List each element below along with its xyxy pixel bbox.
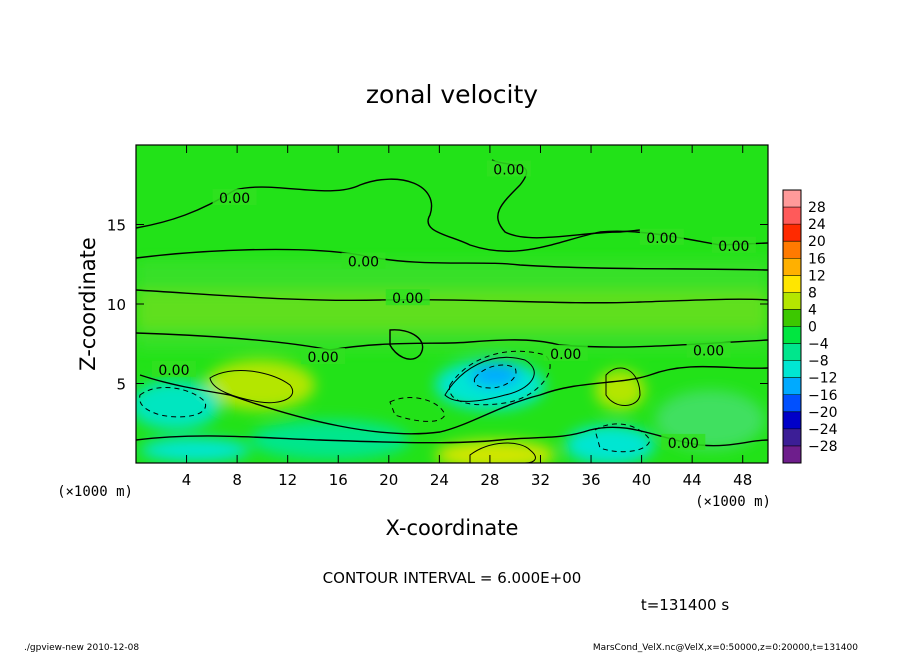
x-unit-right: (×1000 m) [695, 494, 771, 510]
contour-label: 0.00 [493, 162, 524, 178]
contour-line [136, 248, 768, 271]
contour-label: 0.00 [646, 231, 677, 247]
contour-label: 0.00 [392, 291, 423, 307]
x-unit-left: (×1000 m) [57, 484, 133, 500]
colorbar-label: 4 [808, 302, 817, 318]
contour-dashed [139, 350, 651, 453]
contour-interval: CONTOUR INTERVAL = 6.000E+00 [323, 569, 582, 587]
colorbar-label: −28 [808, 439, 838, 455]
contour-label: 0.00 [718, 239, 749, 255]
chart-title: zonal velocity [366, 80, 538, 109]
x-tick-label: 16 [329, 471, 348, 489]
x-tick-label: 24 [430, 471, 449, 489]
colorbar-label: 24 [808, 217, 826, 233]
contour-label-bg [639, 228, 684, 245]
y-axis: 5 10 15 [107, 217, 768, 394]
x-tick-label: 48 [733, 471, 752, 489]
contour-line [209, 370, 293, 404]
x-tick-label: 8 [232, 471, 242, 489]
colorbar-swatch [783, 275, 801, 293]
contour-label-bg [301, 348, 346, 365]
contour-line [389, 397, 446, 422]
x-tick-label: 40 [632, 471, 651, 489]
colorbar-swatch [783, 207, 801, 225]
contour-label: 0.00 [348, 255, 379, 271]
footer-left: ./gpview-new 2010-12-08 [24, 643, 139, 653]
colorbar-swatch [783, 445, 801, 464]
footer-right: MarsCond_VelX.nc@VelX,x=0:50000,z=0:2000… [593, 643, 858, 653]
y-tick-label: 10 [107, 296, 126, 314]
colorbar-label: −12 [808, 371, 838, 387]
colorbar-label: −20 [808, 405, 838, 421]
colorbar-swatch [783, 241, 801, 259]
time-label: t=131400 s [641, 596, 729, 614]
colorbar-swatch [783, 326, 801, 345]
y-tick-label: 5 [116, 376, 126, 394]
contour-line [473, 364, 517, 389]
contour-label-bg [212, 189, 257, 206]
contour-label: 0.00 [219, 191, 250, 207]
colorbar-label: −24 [808, 422, 838, 438]
colorbar-label: −4 [808, 337, 829, 353]
colorbar-label: 20 [808, 234, 826, 250]
colorbar-swatch [783, 360, 801, 379]
contour-label-bg [385, 289, 430, 306]
contour-label: 0.00 [668, 436, 699, 452]
contour-label-bg [543, 344, 588, 361]
x-tick-label: 20 [379, 471, 398, 489]
contour-line [136, 332, 768, 351]
x-tick-label: 44 [683, 471, 702, 489]
colorbar-swatch [783, 224, 801, 242]
x-axis: 4 8 12 16 20 24 28 32 36 40 44 48 [182, 145, 752, 489]
colorbar-swatch [783, 190, 801, 208]
x-tick-label: 36 [581, 471, 600, 489]
colorbar [782, 189, 802, 464]
contour-label-bg [151, 360, 196, 377]
y-tick-label: 15 [107, 217, 126, 235]
contour-label-bg [486, 160, 531, 177]
colorbar-swatch [783, 394, 801, 413]
contour-label-bg [686, 341, 731, 358]
contour-labels: 0.00 0.00 0.00 0.00 0.00 0.00 0.00 0.00 0.00 0.00… [151, 160, 756, 452]
contour-label: 0.00 [158, 363, 189, 379]
contour-line [139, 386, 207, 418]
contour-line [449, 350, 551, 406]
colorbar-swatch [783, 309, 801, 327]
colorbar-label: −16 [808, 388, 838, 404]
contour-line [605, 367, 641, 406]
colorbar-swatch [783, 343, 801, 362]
plot-area: 0.00 0.00 0.00 0.00 0.00 0.00 0.00 0.00 0.00 0.00… [135, 144, 769, 464]
contour-label-bg [711, 236, 756, 253]
x-tick-label: 12 [278, 471, 297, 489]
colorbar-label: 28 [808, 200, 826, 216]
colorbar-swatch [783, 377, 801, 396]
colorbar-swatch [783, 428, 801, 447]
contour-line [389, 329, 424, 360]
x-tick-label: 4 [182, 471, 192, 489]
contour-label: 0.00 [693, 344, 724, 360]
contour-label: 0.00 [550, 347, 581, 363]
colorbar-label: 16 [808, 251, 826, 267]
contour-label-bg [341, 252, 386, 269]
velocity-field [136, 260, 768, 463]
colorbar-label: 8 [808, 285, 817, 301]
colorbar-label: −8 [808, 354, 829, 370]
colorbar-label: 0 [808, 320, 817, 336]
colorbar-swatch [783, 411, 801, 430]
x-tick-label: 32 [531, 471, 550, 489]
colorbar-swatch [783, 292, 801, 310]
colorbar-swatch [783, 258, 801, 276]
y-axis-label: Z-coordinate [76, 237, 100, 371]
contour-label-bg [661, 433, 706, 450]
colorbar-label: 12 [808, 268, 826, 284]
contour-line [136, 289, 768, 304]
contour-label: 0.00 [307, 350, 338, 366]
x-axis-label: X-coordinate [386, 516, 519, 540]
contour-line [594, 423, 651, 453]
x-tick-label: 28 [480, 471, 499, 489]
contour-line [444, 356, 535, 402]
